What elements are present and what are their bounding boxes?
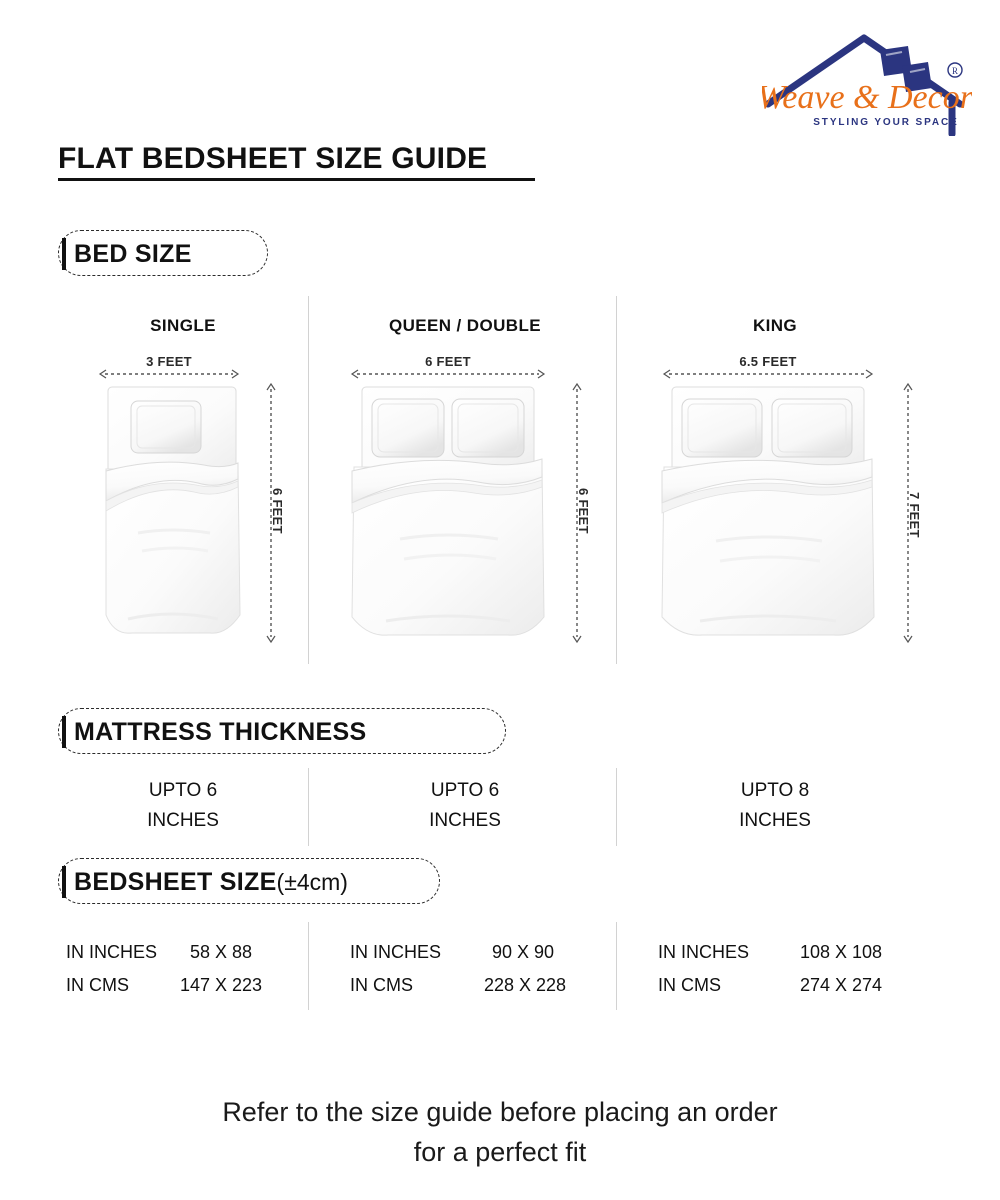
mattress-thickness-king: UPTO 8 INCHES <box>739 780 811 831</box>
width-label-queen: 6 FEET <box>425 354 471 369</box>
column-divider <box>308 296 309 664</box>
bedsheet-size-heading-text: BEDSHEET SIZE <box>74 868 277 896</box>
bedsheet-size-accent-bar <box>62 866 66 898</box>
height-arrow-single <box>266 382 276 644</box>
bed-size-heading: BED SIZE <box>74 240 192 268</box>
column-divider <box>308 768 309 846</box>
bed-illustration-king <box>658 383 878 645</box>
mattress-thickness-accent-bar <box>62 716 66 748</box>
height-label-single: 6 FEET <box>270 488 285 534</box>
size-key-inches-queen: IN INCHES <box>350 942 442 962</box>
height-arrow-queen <box>572 382 582 644</box>
brand-wordmark: Weave & Decor <box>762 79 972 116</box>
mattress-thickness-queen: UPTO 6 INCHES <box>429 780 501 831</box>
column-divider <box>616 768 617 846</box>
size-key-cms-single: IN CMS <box>66 975 129 995</box>
width-label-single: 3 FEET <box>146 354 192 369</box>
column-title-queen: QUEEN / DOUBLE <box>388 316 541 335</box>
brand-logo: R Weave & Decor STYLING YOUR SPACE <box>762 26 972 136</box>
brand-tagline: STYLING YOUR SPACE <box>813 117 959 128</box>
size-value-cms-king: 274 X 274 <box>800 975 883 995</box>
size-value-inches-single: 58 X 88 <box>190 942 253 962</box>
height-arrow-king <box>903 382 913 644</box>
column-divider <box>616 296 617 664</box>
bed-illustration-single <box>98 383 246 645</box>
bed-size-pill <box>58 230 268 276</box>
height-label-king: 7 FEET <box>907 492 922 538</box>
column-title-single: SINGLE <box>150 316 216 335</box>
bedsheet-size-heading: BEDSHEET SIZE(±4cm) <box>74 868 348 897</box>
page-title: FLAT BEDSHEET SIZE GUIDE <box>58 142 488 175</box>
bedsheet-size-tolerance: (±4cm) <box>276 869 348 895</box>
width-label-king: 6.5 FEET <box>739 354 797 369</box>
size-value-inches-queen: 90 X 90 <box>492 942 555 962</box>
size-key-inches-king: IN INCHES <box>658 942 750 962</box>
bed-illustration-queen <box>348 383 548 645</box>
pillow-icon <box>880 46 932 92</box>
width-arrow-king <box>662 369 874 379</box>
column-title-king: KING <box>752 316 798 335</box>
registered-mark-icon: R <box>947 62 963 78</box>
mattress-thickness-heading: MATTRESS THICKNESS <box>74 718 367 746</box>
size-key-inches-single: IN INCHES <box>66 942 158 962</box>
bed-size-accent-bar <box>62 238 66 270</box>
svg-text:R: R <box>952 66 958 76</box>
column-divider <box>308 922 309 1010</box>
height-label-queen: 6 FEET <box>576 488 591 534</box>
size-key-cms-queen: IN CMS <box>350 975 413 995</box>
size-value-inches-king: 108 X 108 <box>800 942 883 962</box>
size-value-cms-queen: 228 X 228 <box>484 975 567 995</box>
width-arrow-single <box>98 369 240 379</box>
width-arrow-queen <box>350 369 546 379</box>
size-value-cms-single: 147 X 223 <box>180 975 263 995</box>
column-divider <box>616 922 617 1010</box>
footer-note: Refer to the size guide before placing a… <box>222 1097 778 1167</box>
mattress-thickness-single: UPTO 6 INCHES <box>147 780 219 831</box>
bedsheet-size-pill <box>58 858 440 904</box>
title-underline <box>58 178 535 181</box>
size-key-cms-king: IN CMS <box>658 975 721 995</box>
mattress-thickness-pill <box>58 708 506 754</box>
